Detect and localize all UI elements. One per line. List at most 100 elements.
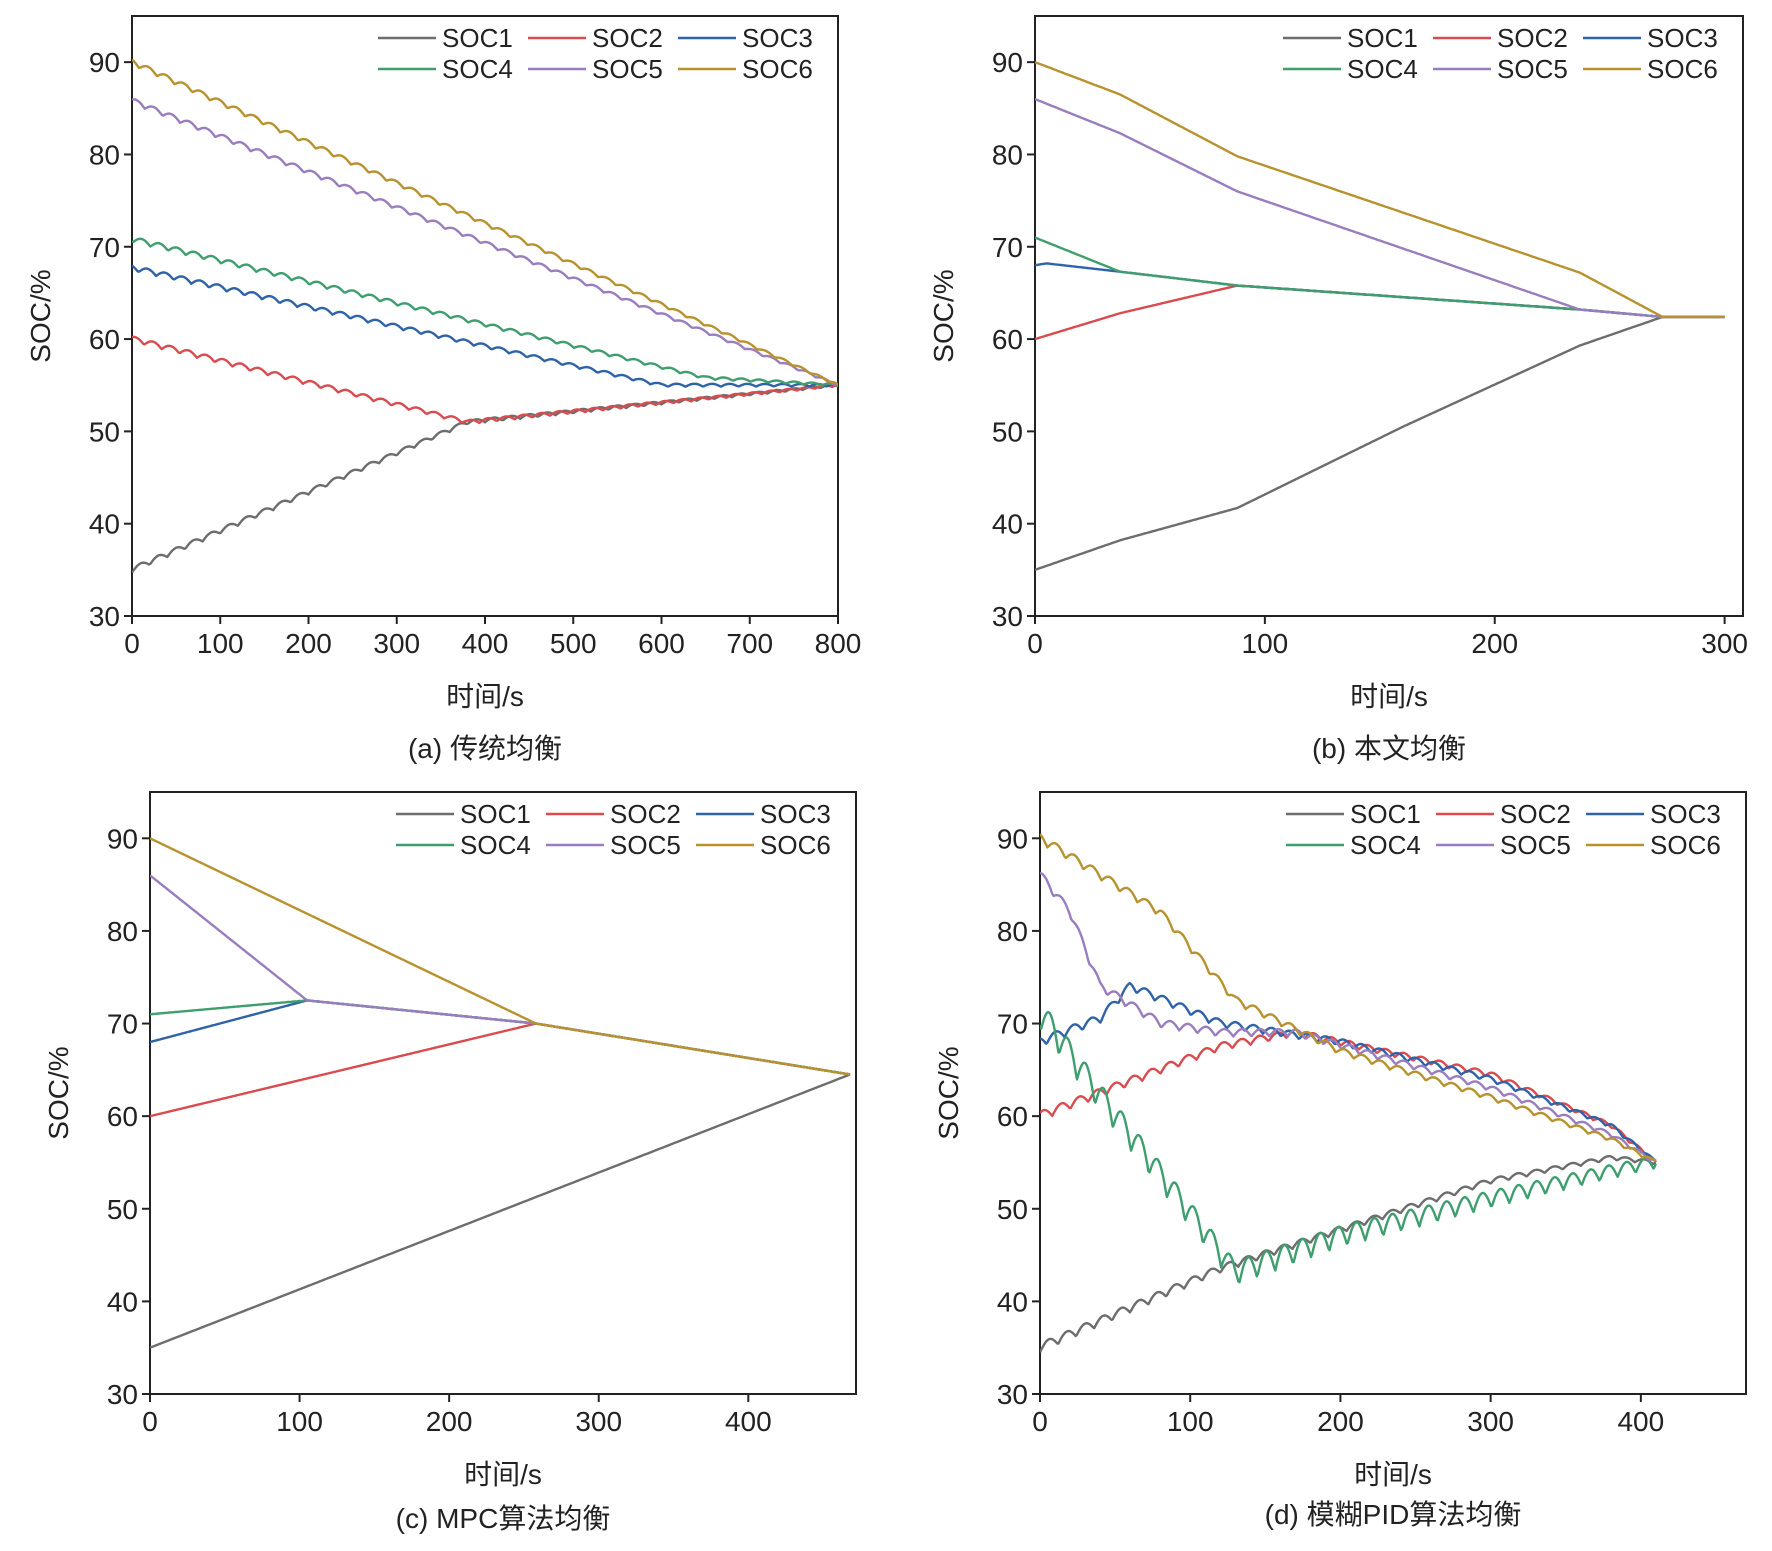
- series-line-soc3: [132, 264, 838, 388]
- legend-label-soc2: SOC2: [592, 23, 663, 53]
- x-axis-title: 时间/s: [1350, 681, 1428, 712]
- y-tick-label: 40: [992, 509, 1023, 540]
- legend-label-soc4: SOC4: [1350, 830, 1421, 860]
- x-tick-label: 800: [815, 628, 862, 659]
- legend-label-soc1: SOC1: [442, 23, 513, 53]
- legend-label-soc4: SOC4: [442, 54, 513, 84]
- legend-label-soc3: SOC3: [1647, 23, 1718, 53]
- series-line-soc5: [150, 874, 851, 1076]
- series-line-soc6: [150, 837, 851, 1076]
- x-tick-label: 100: [197, 628, 244, 659]
- x-tick-label: 0: [1032, 1406, 1048, 1437]
- x-axis-title: 时间/s: [1354, 1459, 1432, 1490]
- series-line-soc4: [132, 237, 838, 388]
- y-tick-label: 30: [107, 1379, 138, 1410]
- x-tick-label: 600: [638, 628, 685, 659]
- y-axis-title: SOC/%: [933, 1046, 964, 1139]
- legend-label-soc4: SOC4: [460, 830, 531, 860]
- y-tick-label: 40: [997, 1286, 1028, 1317]
- legend-label-soc5: SOC5: [610, 830, 681, 860]
- series-line-soc3: [150, 999, 851, 1076]
- legend-label-soc5: SOC5: [1497, 54, 1568, 84]
- x-tick-label: 0: [1027, 628, 1043, 659]
- series-line-soc1: [1035, 315, 1725, 571]
- chart-panel-1: 0 100 200 300 400 500 600 700 800 30 40 50 60 70 80 90 时…: [25, 15, 862, 764]
- y-tick-label: 30: [997, 1379, 1028, 1410]
- y-tick-label: 50: [107, 1194, 138, 1225]
- y-tick-label: 30: [89, 601, 120, 632]
- legend-label-soc2: SOC2: [610, 799, 681, 829]
- series-line-soc2: [1040, 1028, 1657, 1162]
- y-tick-label: 60: [997, 1101, 1028, 1132]
- y-tick-label: 40: [107, 1286, 138, 1317]
- y-axis-title: SOC/%: [928, 269, 959, 362]
- x-tick-label: 700: [726, 628, 773, 659]
- x-tick-label: 400: [725, 1406, 772, 1437]
- panel-caption: (a) 传统均衡: [408, 733, 562, 764]
- x-tick-label: 0: [142, 1406, 158, 1437]
- y-tick-label: 80: [997, 916, 1028, 947]
- legend-label-soc4: SOC4: [1347, 54, 1418, 84]
- series-line-soc1: [1040, 1154, 1657, 1353]
- x-tick-label: 0: [124, 628, 140, 659]
- legend-label-soc6: SOC6: [1650, 830, 1721, 860]
- series-line-soc2: [132, 335, 838, 425]
- x-tick-label: 200: [1471, 628, 1518, 659]
- x-tick-label: 500: [550, 628, 597, 659]
- x-tick-label: 100: [1242, 628, 1289, 659]
- legend-label-soc3: SOC3: [742, 23, 813, 53]
- legend-label-soc2: SOC2: [1497, 23, 1568, 53]
- x-tick-label: 300: [1467, 1406, 1514, 1437]
- series-line-soc6: [1035, 61, 1725, 319]
- panel-caption: (d) 模糊PID算法均衡: [1265, 1499, 1522, 1530]
- series-line-soc1: [150, 1073, 851, 1349]
- y-tick-label: 80: [107, 916, 138, 947]
- y-tick-label: 50: [89, 416, 120, 447]
- chart-panel-4: 0 100 200 300 400 30 40 50 60 70 80 90 时间/s SOC/% (d) …: [933, 791, 1747, 1530]
- y-tick-label: 60: [89, 324, 120, 355]
- legend-label-soc6: SOC6: [1647, 54, 1718, 84]
- x-tick-label: 100: [276, 1406, 323, 1437]
- y-tick-label: 70: [107, 1009, 138, 1040]
- series-line-soc1: [132, 383, 838, 574]
- x-tick-label: 100: [1167, 1406, 1214, 1437]
- y-tick-label: 60: [992, 324, 1023, 355]
- plot-frame: [149, 791, 857, 1395]
- panel-caption: (c) MPC算法均衡: [396, 1503, 611, 1534]
- legend-label-soc1: SOC1: [1347, 23, 1418, 53]
- y-tick-label: 70: [992, 232, 1023, 263]
- y-tick-label: 90: [107, 823, 138, 854]
- legend-label-soc3: SOC3: [760, 799, 831, 829]
- legend-label-soc1: SOC1: [460, 799, 531, 829]
- series-line-soc2: [150, 1022, 851, 1118]
- legend-label-soc2: SOC2: [1500, 799, 1571, 829]
- y-tick-label: 90: [992, 47, 1023, 78]
- x-tick-label: 200: [285, 628, 332, 659]
- legend-label-soc5: SOC5: [592, 54, 663, 84]
- x-axis-title: 时间/s: [446, 681, 524, 712]
- x-tick-label: 200: [1317, 1406, 1364, 1437]
- y-tick-label: 60: [107, 1101, 138, 1132]
- y-tick-label: 90: [89, 47, 120, 78]
- series-line-soc3: [1040, 981, 1657, 1163]
- y-axis-title: SOC/%: [25, 269, 56, 362]
- series-line-soc6: [1040, 833, 1657, 1163]
- x-axis-title: 时间/s: [464, 1459, 542, 1490]
- y-tick-label: 50: [997, 1194, 1028, 1225]
- series-line-soc4: [1035, 236, 1725, 319]
- x-tick-label: 200: [426, 1406, 473, 1437]
- legend-label-soc5: SOC5: [1500, 830, 1571, 860]
- y-tick-label: 40: [89, 509, 120, 540]
- x-tick-label: 300: [373, 628, 420, 659]
- panel-caption: (b) 本文均衡: [1312, 733, 1466, 764]
- y-tick-label: 80: [89, 139, 120, 170]
- y-tick-label: 80: [992, 139, 1023, 170]
- y-tick-label: 50: [992, 416, 1023, 447]
- y-tick-label: 30: [992, 601, 1023, 632]
- legend-label-soc3: SOC3: [1650, 799, 1721, 829]
- x-tick-label: 300: [575, 1406, 622, 1437]
- series-line-soc5: [1035, 97, 1725, 319]
- series-line-soc4: [150, 999, 851, 1076]
